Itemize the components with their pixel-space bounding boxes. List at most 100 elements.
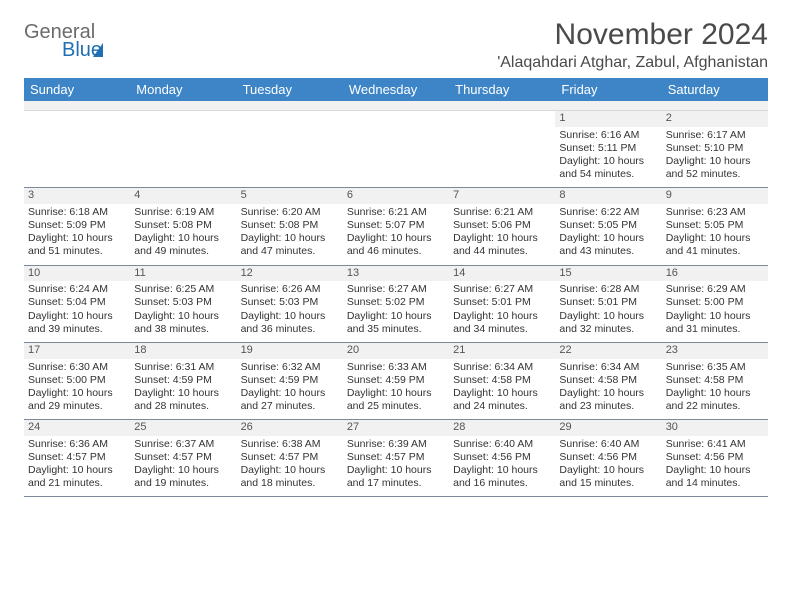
day-header: Tuesday xyxy=(237,78,343,101)
sunrise-text: Sunrise: 6:21 AM xyxy=(347,206,445,219)
sunset-text: Sunset: 4:58 PM xyxy=(559,374,657,387)
daylight-text: Daylight: 10 hours and 15 minutes. xyxy=(559,464,657,490)
sunset-text: Sunset: 4:58 PM xyxy=(666,374,764,387)
day-number: 3 xyxy=(24,188,130,204)
sunrise-text: Sunrise: 6:29 AM xyxy=(666,283,764,296)
day-cell: 24Sunrise: 6:36 AMSunset: 4:57 PMDayligh… xyxy=(24,420,130,496)
daylight-text: Daylight: 10 hours and 34 minutes. xyxy=(453,310,551,336)
week-row: 17Sunrise: 6:30 AMSunset: 5:00 PMDayligh… xyxy=(24,343,768,420)
day-cell: 8Sunrise: 6:22 AMSunset: 5:05 PMDaylight… xyxy=(555,188,661,264)
sunset-text: Sunset: 5:01 PM xyxy=(453,296,551,309)
day-number: 21 xyxy=(449,343,555,359)
sunrise-text: Sunrise: 6:39 AM xyxy=(347,438,445,451)
sunrise-text: Sunrise: 6:40 AM xyxy=(559,438,657,451)
daylight-text: Daylight: 10 hours and 54 minutes. xyxy=(559,155,657,181)
day-cell: 28Sunrise: 6:40 AMSunset: 4:56 PMDayligh… xyxy=(449,420,555,496)
day-cell: . xyxy=(237,111,343,187)
day-number: 14 xyxy=(449,266,555,282)
calendar: Sunday Monday Tuesday Wednesday Thursday… xyxy=(24,78,768,497)
brand-text: General Blue xyxy=(24,22,103,60)
day-number: 1 xyxy=(555,111,661,127)
sunset-text: Sunset: 5:03 PM xyxy=(134,296,232,309)
day-number: 17 xyxy=(24,343,130,359)
day-number: 26 xyxy=(237,420,343,436)
day-cell: 18Sunrise: 6:31 AMSunset: 4:59 PMDayligh… xyxy=(130,343,236,419)
sunset-text: Sunset: 4:56 PM xyxy=(453,451,551,464)
daylight-text: Daylight: 10 hours and 52 minutes. xyxy=(666,155,764,181)
day-cell: . xyxy=(343,111,449,187)
day-number: 12 xyxy=(237,266,343,282)
sunrise-text: Sunrise: 6:37 AM xyxy=(134,438,232,451)
sunset-text: Sunset: 5:08 PM xyxy=(241,219,339,232)
daylight-text: Daylight: 10 hours and 19 minutes. xyxy=(134,464,232,490)
day-cell: 17Sunrise: 6:30 AMSunset: 5:00 PMDayligh… xyxy=(24,343,130,419)
sunset-text: Sunset: 4:57 PM xyxy=(134,451,232,464)
sunset-text: Sunset: 5:01 PM xyxy=(559,296,657,309)
day-number: 11 xyxy=(130,266,236,282)
daylight-text: Daylight: 10 hours and 36 minutes. xyxy=(241,310,339,336)
sunrise-text: Sunrise: 6:34 AM xyxy=(453,361,551,374)
sunset-text: Sunset: 5:04 PM xyxy=(28,296,126,309)
sunrise-text: Sunrise: 6:38 AM xyxy=(241,438,339,451)
day-header: Thursday xyxy=(449,78,555,101)
day-number: 15 xyxy=(555,266,661,282)
day-cell: 26Sunrise: 6:38 AMSunset: 4:57 PMDayligh… xyxy=(237,420,343,496)
day-cell: 9Sunrise: 6:23 AMSunset: 5:05 PMDaylight… xyxy=(662,188,768,264)
sunrise-text: Sunrise: 6:40 AM xyxy=(453,438,551,451)
day-cell: 3Sunrise: 6:18 AMSunset: 5:09 PMDaylight… xyxy=(24,188,130,264)
sunrise-text: Sunrise: 6:36 AM xyxy=(28,438,126,451)
sunset-text: Sunset: 5:05 PM xyxy=(666,219,764,232)
spacer-row xyxy=(24,101,768,111)
day-number: 30 xyxy=(662,420,768,436)
daylight-text: Daylight: 10 hours and 35 minutes. xyxy=(347,310,445,336)
weeks-container: .....1Sunrise: 6:16 AMSunset: 5:11 PMDay… xyxy=(24,111,768,497)
day-number: 2 xyxy=(662,111,768,127)
sunrise-text: Sunrise: 6:27 AM xyxy=(453,283,551,296)
daylight-text: Daylight: 10 hours and 51 minutes. xyxy=(28,232,126,258)
day-cell: . xyxy=(130,111,236,187)
day-cell: 16Sunrise: 6:29 AMSunset: 5:00 PMDayligh… xyxy=(662,266,768,342)
sunrise-text: Sunrise: 6:17 AM xyxy=(666,129,764,142)
location-text: 'Alaqahdari Atghar, Zabul, Afghanistan xyxy=(497,54,768,72)
daylight-text: Daylight: 10 hours and 47 minutes. xyxy=(241,232,339,258)
day-number: 22 xyxy=(555,343,661,359)
day-cell: 15Sunrise: 6:28 AMSunset: 5:01 PMDayligh… xyxy=(555,266,661,342)
sunrise-text: Sunrise: 6:20 AM xyxy=(241,206,339,219)
daylight-text: Daylight: 10 hours and 39 minutes. xyxy=(28,310,126,336)
day-cell: 21Sunrise: 6:34 AMSunset: 4:58 PMDayligh… xyxy=(449,343,555,419)
day-number: 10 xyxy=(24,266,130,282)
week-row: .....1Sunrise: 6:16 AMSunset: 5:11 PMDay… xyxy=(24,111,768,188)
sunrise-text: Sunrise: 6:30 AM xyxy=(28,361,126,374)
day-number: 8 xyxy=(555,188,661,204)
sunset-text: Sunset: 4:56 PM xyxy=(559,451,657,464)
sunset-text: Sunset: 4:59 PM xyxy=(241,374,339,387)
day-cell: 25Sunrise: 6:37 AMSunset: 4:57 PMDayligh… xyxy=(130,420,236,496)
day-cell: 1Sunrise: 6:16 AMSunset: 5:11 PMDaylight… xyxy=(555,111,661,187)
day-cell: 29 Sunrise: 6:40 AMSunset: 4:56 PMDayligh… xyxy=(555,420,661,496)
sunset-text: Sunset: 5:03 PM xyxy=(241,296,339,309)
day-number: 6 xyxy=(343,188,449,204)
sunset-text: Sunset: 5:08 PM xyxy=(134,219,232,232)
sunset-text: Sunset: 5:10 PM xyxy=(666,142,764,155)
day-number: 28 xyxy=(449,420,555,436)
daylight-text: Daylight: 10 hours and 31 minutes. xyxy=(666,310,764,336)
sunset-text: Sunset: 5:05 PM xyxy=(559,219,657,232)
sunset-text: Sunset: 5:06 PM xyxy=(453,219,551,232)
day-number: 29 xyxy=(555,420,661,436)
day-cell: 13Sunrise: 6:27 AMSunset: 5:02 PMDayligh… xyxy=(343,266,449,342)
day-cell: 12Sunrise: 6:26 AMSunset: 5:03 PMDayligh… xyxy=(237,266,343,342)
sunset-text: Sunset: 5:11 PM xyxy=(559,142,657,155)
daylight-text: Daylight: 10 hours and 46 minutes. xyxy=(347,232,445,258)
sunset-text: Sunset: 4:59 PM xyxy=(134,374,232,387)
sunrise-text: Sunrise: 6:31 AM xyxy=(134,361,232,374)
sunrise-text: Sunrise: 6:19 AM xyxy=(134,206,232,219)
sunrise-text: Sunrise: 6:18 AM xyxy=(28,206,126,219)
sunrise-text: Sunrise: 6:27 AM xyxy=(347,283,445,296)
sunset-text: Sunset: 5:07 PM xyxy=(347,219,445,232)
daylight-text: Daylight: 10 hours and 21 minutes. xyxy=(28,464,126,490)
day-header: Wednesday xyxy=(343,78,449,101)
daylight-text: Daylight: 10 hours and 18 minutes. xyxy=(241,464,339,490)
sunrise-text: Sunrise: 6:24 AM xyxy=(28,283,126,296)
daylight-text: Daylight: 10 hours and 38 minutes. xyxy=(134,310,232,336)
daylight-text: Daylight: 10 hours and 14 minutes. xyxy=(666,464,764,490)
